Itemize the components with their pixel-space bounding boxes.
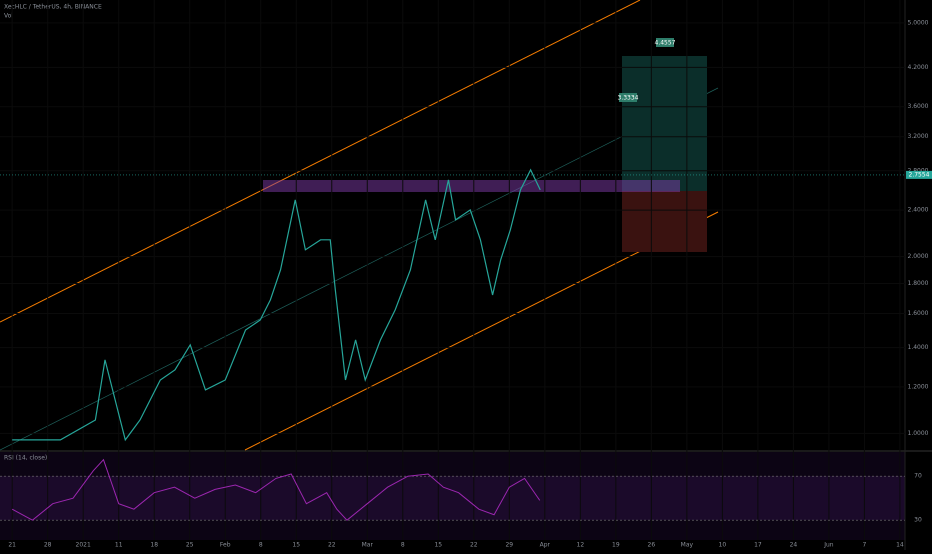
x-tick-label: 21 bbox=[8, 542, 16, 549]
x-tick-label: 17 bbox=[754, 542, 762, 549]
y-tick-label: 1.4000 bbox=[908, 344, 929, 351]
x-tick-label: 15 bbox=[434, 542, 442, 549]
y-tick-label: 2.0000 bbox=[908, 253, 929, 260]
stop-zone bbox=[622, 191, 707, 252]
y-tick-label: 1.8000 bbox=[908, 280, 929, 287]
y-tick-label: 1.6000 bbox=[908, 310, 929, 317]
x-tick-label: 24 bbox=[790, 542, 798, 549]
x-tick-label: Mar bbox=[362, 542, 374, 549]
channel-upper bbox=[0, 0, 641, 323]
target-zone bbox=[622, 56, 707, 191]
x-tick-label: 8 bbox=[259, 542, 263, 549]
x-tick-label: 22 bbox=[470, 542, 478, 549]
y-tick-label: 1.2000 bbox=[908, 383, 929, 390]
x-tick-label: Apr bbox=[540, 542, 551, 549]
x-tick-label: 7 bbox=[863, 542, 867, 549]
annotation-box bbox=[619, 93, 637, 102]
x-tick-label: Jun bbox=[823, 542, 834, 549]
x-tick-label: 25 bbox=[186, 542, 194, 549]
last-price-tag bbox=[906, 170, 932, 179]
x-tick-label: 11 bbox=[115, 542, 123, 549]
y-tick-label: 2.4000 bbox=[908, 207, 929, 214]
x-tick-label: 18 bbox=[150, 542, 158, 549]
annotation-box bbox=[656, 38, 674, 47]
x-tick-label: 8 bbox=[401, 542, 405, 549]
x-tick-label: 10 bbox=[719, 542, 727, 549]
y-tick-label: 2.8000 bbox=[908, 167, 929, 174]
rsi-band bbox=[0, 476, 905, 520]
x-tick-label: 26 bbox=[648, 542, 656, 549]
last-price-label: 2.7554 bbox=[909, 171, 930, 178]
rsi-tick-label: 70 bbox=[914, 473, 922, 480]
x-tick-label: 19 bbox=[612, 542, 620, 549]
x-tick-label: 22 bbox=[328, 542, 336, 549]
x-tick-label: 28 bbox=[44, 542, 52, 549]
rsi-title: RSI (14, close) bbox=[4, 455, 47, 462]
y-tick-label: 3.6000 bbox=[908, 103, 929, 110]
x-tick-label: 2021 bbox=[76, 542, 91, 549]
x-tick-label: 12 bbox=[577, 542, 585, 549]
rsi-line bbox=[11, 458, 541, 521]
resistance-zone bbox=[263, 180, 680, 192]
x-tick-label: 29 bbox=[505, 542, 513, 549]
annotation: 4.4557 bbox=[655, 40, 676, 47]
x-tick-label: May bbox=[681, 542, 694, 549]
x-tick-label: 15 bbox=[292, 542, 300, 549]
x-tick-label: 14 bbox=[896, 542, 904, 549]
annotation: 3.3334 bbox=[618, 95, 639, 102]
y-tick-label: 5.0000 bbox=[908, 19, 929, 26]
y-tick-label: 3.2000 bbox=[908, 133, 929, 140]
chart-title: XecHLC / TetherUS, 4h, BINANCE bbox=[4, 4, 102, 11]
price-line bbox=[12, 168, 541, 442]
x-tick-label: Feb bbox=[220, 542, 231, 549]
rsi-tick-label: 30 bbox=[914, 517, 922, 524]
y-tick-label: 1.0000 bbox=[908, 430, 929, 437]
volume-label: Vol bbox=[4, 13, 13, 20]
channel-middle bbox=[0, 87, 719, 451]
y-tick-label: 4.2000 bbox=[908, 64, 929, 71]
